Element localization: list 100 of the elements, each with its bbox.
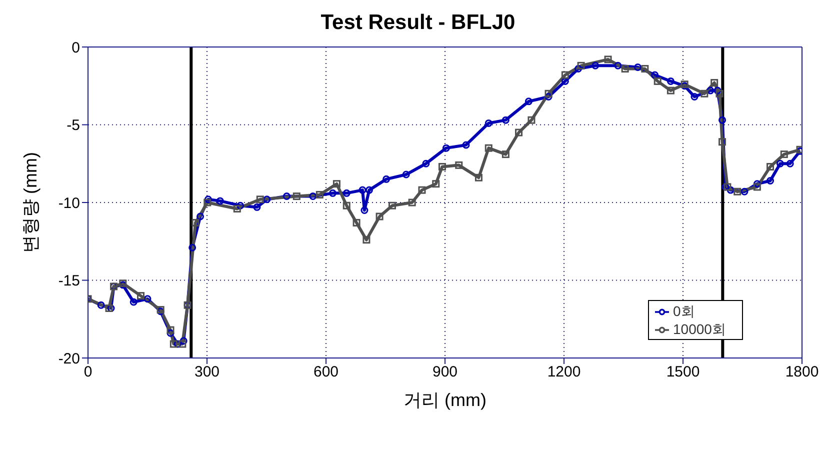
point <box>352 218 360 226</box>
point <box>166 329 174 337</box>
point <box>332 180 340 188</box>
x-tick-label: 1500 <box>666 364 700 381</box>
point <box>192 218 200 226</box>
point <box>342 202 350 210</box>
point <box>502 116 510 124</box>
point <box>170 340 178 348</box>
point <box>144 295 152 303</box>
y-tick-label: -5 <box>66 117 80 134</box>
y-tick-label: -15 <box>58 272 80 290</box>
point <box>432 180 440 188</box>
point <box>196 212 204 220</box>
point <box>180 337 188 345</box>
point <box>776 160 784 168</box>
point <box>204 198 212 206</box>
point <box>634 63 642 71</box>
point <box>592 62 600 70</box>
point <box>174 340 182 348</box>
point <box>362 236 370 244</box>
point <box>408 198 416 206</box>
x-tick-label: 0 <box>84 364 92 381</box>
point <box>561 71 569 79</box>
point <box>365 186 373 194</box>
point <box>462 141 470 149</box>
point <box>740 188 748 196</box>
point <box>753 183 761 191</box>
point <box>666 77 674 85</box>
point <box>734 188 742 196</box>
point <box>97 301 105 309</box>
point <box>474 174 482 182</box>
point <box>577 62 585 70</box>
point <box>718 116 726 124</box>
point <box>263 196 271 204</box>
point <box>292 192 300 200</box>
point <box>204 196 212 204</box>
point <box>690 93 698 101</box>
point <box>388 202 396 210</box>
x-tick-label: 1200 <box>547 364 581 381</box>
point <box>360 206 368 214</box>
point <box>216 197 224 205</box>
point <box>726 186 734 194</box>
point <box>544 93 552 101</box>
y-tick-label: 0 <box>72 39 80 56</box>
point <box>766 162 774 170</box>
point <box>780 150 788 158</box>
point <box>528 116 536 124</box>
point <box>137 292 145 300</box>
point <box>710 79 718 87</box>
point <box>376 212 384 220</box>
point <box>188 244 196 252</box>
y-axis-title: 변형량 (mm) <box>20 152 40 253</box>
point <box>641 65 649 73</box>
point <box>358 186 366 194</box>
point <box>402 170 410 178</box>
legend-label: 10000회 <box>673 321 726 337</box>
point <box>654 77 662 85</box>
point <box>544 90 552 98</box>
point <box>604 56 612 64</box>
point <box>614 62 622 70</box>
point <box>442 144 450 152</box>
point <box>166 326 174 334</box>
point <box>706 86 714 94</box>
point <box>130 298 138 306</box>
point <box>753 180 761 188</box>
point <box>422 160 430 168</box>
point <box>253 203 261 211</box>
point <box>574 65 582 73</box>
point <box>316 190 324 198</box>
point <box>236 202 244 210</box>
point <box>714 86 722 94</box>
point <box>282 192 290 200</box>
point <box>178 340 186 348</box>
point <box>484 144 492 152</box>
point <box>524 98 532 106</box>
point <box>666 86 674 94</box>
point <box>455 161 463 169</box>
x-tick-label: 300 <box>194 364 220 381</box>
point <box>328 189 336 197</box>
point <box>766 176 774 184</box>
point <box>233 204 241 212</box>
point <box>786 160 794 168</box>
point <box>718 138 726 146</box>
x-axis-title: 거리 (mm) <box>404 390 486 410</box>
point <box>651 71 659 79</box>
point <box>515 128 523 136</box>
point <box>309 192 317 200</box>
point <box>382 175 390 183</box>
point <box>418 186 426 194</box>
point <box>342 189 350 197</box>
point <box>716 90 724 98</box>
point <box>700 90 708 98</box>
chart-title: Test Result - BFLJ0 <box>320 10 516 36</box>
y-tick-label: -10 <box>58 194 80 212</box>
legend-label: 0회 <box>673 303 695 319</box>
point <box>502 150 510 158</box>
x-tick-label: 1800 <box>785 364 819 381</box>
point <box>621 65 629 73</box>
point <box>256 196 264 204</box>
x-tick-label: 900 <box>432 364 458 381</box>
